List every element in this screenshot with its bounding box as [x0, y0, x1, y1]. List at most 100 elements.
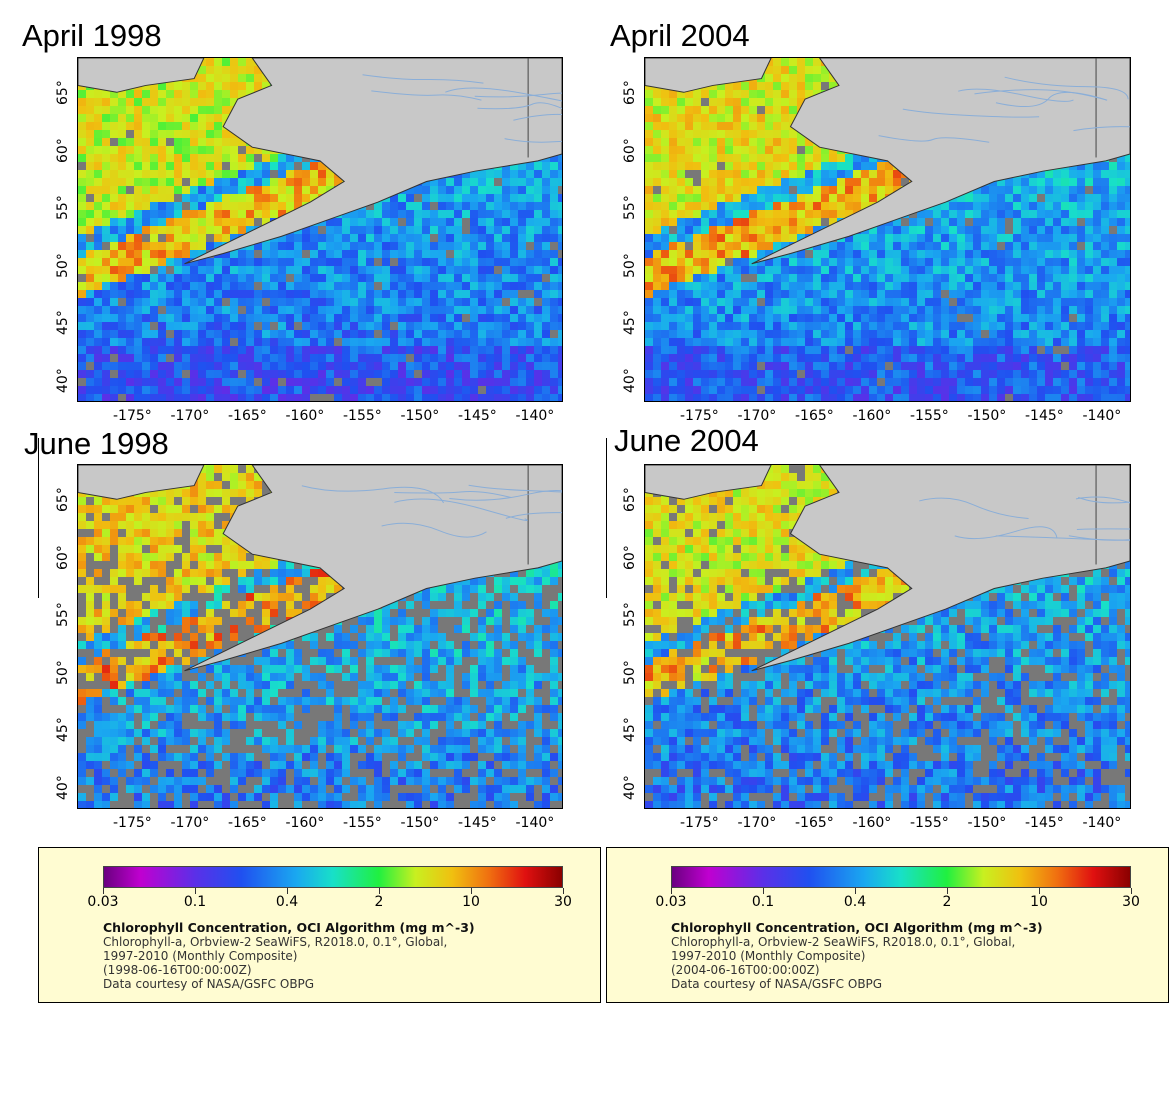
colorbar-tick-label: 2 — [942, 894, 952, 910]
colorbar — [671, 866, 1131, 888]
lon-tick-label: -155° — [343, 815, 382, 831]
lon-tick-label: -140° — [515, 815, 555, 831]
lat-tick-label: 50° — [622, 659, 638, 685]
lon-tick-label: -145° — [458, 815, 497, 831]
lon-tick-label: -140° — [515, 408, 555, 424]
colorbar-tick — [671, 888, 672, 894]
lat-tick-label: 40° — [622, 367, 638, 393]
panel-title-june-2004: June 2004 — [614, 423, 759, 458]
lat-tick-label: 60° — [55, 544, 71, 570]
colorbar-tick-label: 2 — [374, 894, 384, 910]
lon-tick-label: -145° — [458, 408, 497, 424]
lat-tick-label: 65° — [622, 80, 638, 105]
legend-title: Chlorophyll Concentration, OCI Algorithm… — [103, 920, 475, 935]
lat-tick-label: 60° — [55, 137, 71, 163]
colorbar-tick — [195, 888, 196, 894]
lon-tick-label: -160° — [852, 815, 892, 831]
lat-tick-label: 50° — [55, 252, 71, 278]
lon-tick-label: -170° — [737, 815, 777, 831]
lat-tick-label: 65° — [55, 487, 71, 512]
lat-tick-label: 50° — [622, 252, 638, 278]
lon-tick-label: -165° — [228, 408, 267, 424]
lon-tick-label: -175° — [113, 815, 152, 831]
lon-tick-label: -150° — [967, 408, 1007, 424]
colorbar-tick — [563, 888, 564, 894]
map-april-1998 — [77, 57, 563, 402]
colorbar-tick-label: 10 — [462, 894, 480, 910]
legend-period: 1997-2010 (Monthly Composite) — [103, 949, 298, 963]
lat-tick-label: 60° — [622, 137, 638, 163]
lat-tick-label: 45° — [55, 310, 71, 335]
colorbar-tick-label: 0.4 — [275, 894, 299, 910]
lon-tick-label: -150° — [967, 815, 1007, 831]
legend-credit: Data courtesy of NASA/GSFC OBPG — [103, 977, 315, 991]
colorbar-tick — [1131, 888, 1132, 894]
lon-tick-label: -160° — [285, 408, 325, 424]
colorbar-tick-label: 0.1 — [183, 894, 207, 910]
legend-credit: Data courtesy of NASA/GSFC OBPG — [671, 977, 883, 991]
map-june-1998 — [77, 464, 563, 809]
lon-tick-label: -165° — [795, 408, 834, 424]
lon-tick-label: -170° — [170, 408, 210, 424]
lon-tick-label: -170° — [170, 815, 210, 831]
colorbar-tick-label: 0.4 — [843, 894, 867, 910]
lon-tick-label: -165° — [795, 815, 834, 831]
lat-tick-label: 65° — [55, 80, 71, 105]
colorbar-tick-label: 30 — [554, 894, 572, 910]
colorbar-tick-label: 0.03 — [87, 894, 119, 910]
colorbar-tick-label: 0.03 — [655, 894, 687, 910]
lon-tick-label: -165° — [228, 815, 267, 831]
lat-tick-label: 65° — [622, 487, 638, 512]
legend-title: Chlorophyll Concentration, OCI Algorithm… — [671, 920, 1043, 935]
colorbar-tick — [855, 888, 856, 894]
colorbar-tick — [763, 888, 764, 894]
divider-line-left — [38, 438, 39, 598]
legend-right: Chlorophyll Concentration, OCI Algorithm… — [606, 847, 1169, 1003]
lat-tick-label: 60° — [622, 544, 638, 570]
colorbar-tick — [103, 888, 104, 894]
lon-tick-label: -160° — [285, 815, 325, 831]
panel-title-april-1998: April 1998 — [22, 18, 162, 53]
lon-tick-label: -155° — [343, 408, 382, 424]
legend-left: Chlorophyll Concentration, OCI Algorithm… — [38, 847, 601, 1003]
lat-tick-label: 40° — [622, 774, 638, 800]
lon-tick-label: -175° — [680, 408, 719, 424]
colorbar-tick — [379, 888, 380, 894]
lat-tick-label: 55° — [55, 195, 71, 220]
map-april-2004 — [644, 57, 1131, 402]
lat-tick-label: 45° — [55, 717, 71, 742]
lon-tick-label: -175° — [113, 408, 152, 424]
panel-title-june-1998: June 1998 — [24, 426, 169, 461]
colorbar-tick-label: 30 — [1122, 894, 1140, 910]
divider-line-right — [606, 438, 607, 598]
lat-tick-label: 50° — [55, 659, 71, 685]
legend-date: (1998-06-16T00:00:00Z) — [103, 963, 252, 977]
colorbar-tick — [287, 888, 288, 894]
lat-tick-label: 55° — [622, 602, 638, 627]
lat-tick-label: 40° — [55, 367, 71, 393]
colorbar-tick — [947, 888, 948, 894]
lat-tick-label: 45° — [622, 310, 638, 335]
lon-tick-label: -160° — [852, 408, 892, 424]
legend-period: 1997-2010 (Monthly Composite) — [671, 949, 866, 963]
lon-tick-label: -150° — [400, 815, 440, 831]
lon-tick-label: -145° — [1025, 815, 1064, 831]
lon-tick-label: -170° — [737, 408, 777, 424]
colorbar-tick-label: 10 — [1030, 894, 1048, 910]
panel-title-april-2004: April 2004 — [610, 18, 750, 53]
colorbar-tick — [471, 888, 472, 894]
lon-tick-label: -140° — [1082, 815, 1122, 831]
lat-tick-label: 45° — [622, 717, 638, 742]
map-june-2004 — [644, 464, 1131, 809]
lon-tick-label: -155° — [910, 408, 949, 424]
colorbar-tick-label: 0.1 — [751, 894, 775, 910]
legend-dataset: Chlorophyll-a, Orbview-2 SeaWiFS, R2018.… — [671, 935, 1016, 949]
legend-date: (2004-06-16T00:00:00Z) — [671, 963, 820, 977]
lon-tick-label: -150° — [400, 408, 440, 424]
lat-tick-label: 55° — [622, 195, 638, 220]
lon-tick-label: -175° — [680, 815, 719, 831]
legend-dataset: Chlorophyll-a, Orbview-2 SeaWiFS, R2018.… — [103, 935, 448, 949]
colorbar-tick — [1039, 888, 1040, 894]
lat-tick-label: 55° — [55, 602, 71, 627]
lon-tick-label: -155° — [910, 815, 949, 831]
